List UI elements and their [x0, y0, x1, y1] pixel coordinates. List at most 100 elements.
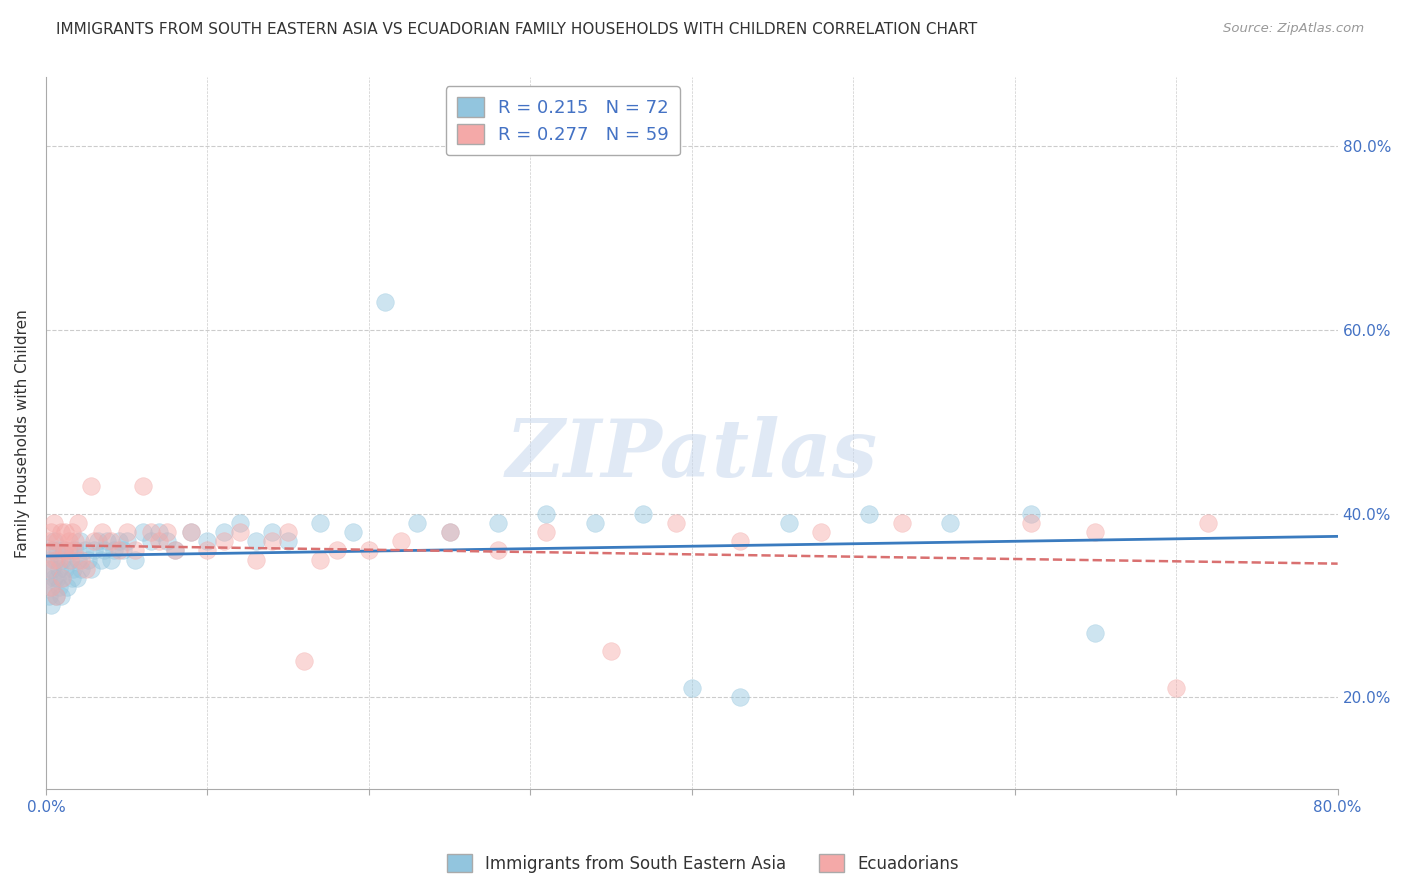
Point: [325, 543, 347, 558]
Point: [1084, 626, 1107, 640]
Point: [583, 516, 606, 530]
Point: [212, 534, 235, 549]
Point: [69, 534, 91, 549]
Point: [245, 534, 267, 549]
Point: [42, 571, 65, 585]
Point: [439, 524, 461, 539]
Point: [80, 479, 103, 493]
Point: [56, 580, 79, 594]
Point: [1019, 507, 1042, 521]
Point: [1198, 516, 1220, 530]
Point: [38, 534, 60, 549]
Point: [1166, 681, 1188, 695]
Point: [67, 552, 90, 566]
Point: [810, 524, 832, 539]
Point: [681, 681, 703, 695]
Point: [148, 534, 170, 549]
Point: [132, 524, 155, 539]
Point: [51, 552, 73, 566]
Point: [67, 516, 90, 530]
Point: [80, 562, 103, 576]
Point: [342, 524, 364, 539]
Text: IMMIGRANTS FROM SOUTH EASTERN ASIA VS ECUADORIAN FAMILY HOUSEHOLDS WITH CHILDREN: IMMIGRANTS FROM SOUTH EASTERN ASIA VS EC…: [56, 22, 977, 37]
Point: [728, 690, 751, 705]
Point: [91, 524, 114, 539]
Point: [59, 552, 82, 566]
Point: [115, 524, 138, 539]
Point: [41, 543, 63, 558]
Point: [51, 571, 73, 585]
Point: [228, 516, 250, 530]
Point: [107, 543, 129, 558]
Point: [858, 507, 880, 521]
Point: [63, 543, 86, 558]
Text: Source: ZipAtlas.com: Source: ZipAtlas.com: [1223, 22, 1364, 36]
Point: [41, 543, 63, 558]
Point: [86, 534, 108, 549]
Point: [37, 562, 59, 576]
Point: [75, 562, 97, 576]
Point: [600, 644, 623, 658]
Legend: R = 0.215   N = 72, R = 0.277   N = 59: R = 0.215 N = 72, R = 0.277 N = 59: [446, 87, 679, 155]
Point: [139, 534, 162, 549]
Point: [90, 552, 112, 566]
Point: [103, 543, 125, 558]
Point: [309, 516, 332, 530]
Point: [46, 571, 69, 585]
Point: [52, 543, 75, 558]
Point: [51, 571, 73, 585]
Point: [115, 534, 138, 549]
Point: [60, 571, 83, 585]
Text: ZIPatlas: ZIPatlas: [506, 416, 877, 493]
Point: [406, 516, 429, 530]
Point: [49, 524, 72, 539]
Point: [41, 562, 63, 576]
Point: [124, 543, 146, 558]
Point: [100, 552, 122, 566]
Point: [486, 543, 509, 558]
Point: [83, 534, 105, 549]
Point: [83, 543, 105, 558]
Point: [70, 552, 93, 566]
Point: [778, 516, 800, 530]
Legend: Immigrants from South Eastern Asia, Ecuadorians: Immigrants from South Eastern Asia, Ecua…: [440, 847, 966, 880]
Point: [73, 543, 96, 558]
Point: [486, 516, 509, 530]
Point: [46, 534, 69, 549]
Point: [536, 507, 558, 521]
Point: [165, 543, 187, 558]
Point: [890, 516, 912, 530]
Point: [45, 589, 67, 603]
Point: [197, 543, 219, 558]
Point: [277, 524, 299, 539]
Point: [197, 534, 219, 549]
Point: [633, 507, 655, 521]
Point: [62, 543, 84, 558]
Point: [124, 552, 146, 566]
Point: [665, 516, 688, 530]
Point: [48, 552, 70, 566]
Point: [536, 524, 558, 539]
Point: [58, 534, 80, 549]
Point: [53, 562, 76, 576]
Point: [156, 524, 179, 539]
Point: [39, 580, 62, 594]
Point: [39, 580, 62, 594]
Point: [292, 654, 315, 668]
Point: [38, 552, 60, 566]
Point: [45, 589, 67, 603]
Point: [39, 524, 62, 539]
Point: [112, 543, 135, 558]
Point: [156, 534, 179, 549]
Point: [389, 534, 412, 549]
Point: [45, 552, 67, 566]
Point: [42, 534, 65, 549]
Point: [1084, 524, 1107, 539]
Point: [1019, 516, 1042, 530]
Point: [49, 589, 72, 603]
Point: [728, 534, 751, 549]
Point: [60, 524, 83, 539]
Point: [42, 552, 65, 566]
Point: [66, 571, 89, 585]
Point: [245, 552, 267, 566]
